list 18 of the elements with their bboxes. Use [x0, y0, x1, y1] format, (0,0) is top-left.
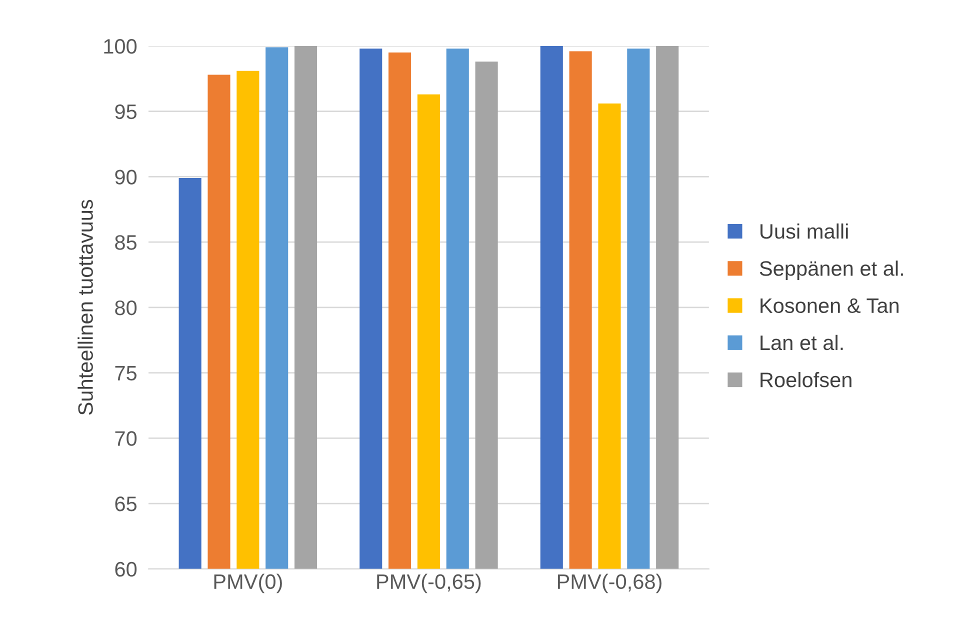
y-tick-label: 100 [104, 38, 137, 54]
x-tick-label: PMV(-0,65) [377, 574, 481, 594]
y-tick-label: 90 [115, 170, 137, 184]
y-tick-label: 65 [115, 496, 137, 512]
x-tick-label: PMV(-0,68) [558, 574, 662, 594]
y-tick-label: 80 [115, 300, 137, 316]
y-tick-label: 75 [115, 366, 137, 381]
legend-label: Seppänen et al. [760, 260, 903, 280]
legend-label: Roelofsen [760, 372, 852, 388]
y-tick-label: 60 [115, 562, 137, 577]
y-tick-label: 70 [115, 431, 137, 446]
legend-label: Uusi malli [760, 223, 848, 239]
y-tick-label: 85 [115, 235, 137, 250]
legend-label: Kosonen & Tan [760, 298, 898, 314]
x-tick-label: PMV(0) [214, 574, 282, 594]
y-tick-label: 95 [115, 104, 137, 120]
y-axis-title: Suhteellinen tuottavuus [78, 200, 93, 415]
legend-label: Lan et al. [760, 334, 843, 350]
